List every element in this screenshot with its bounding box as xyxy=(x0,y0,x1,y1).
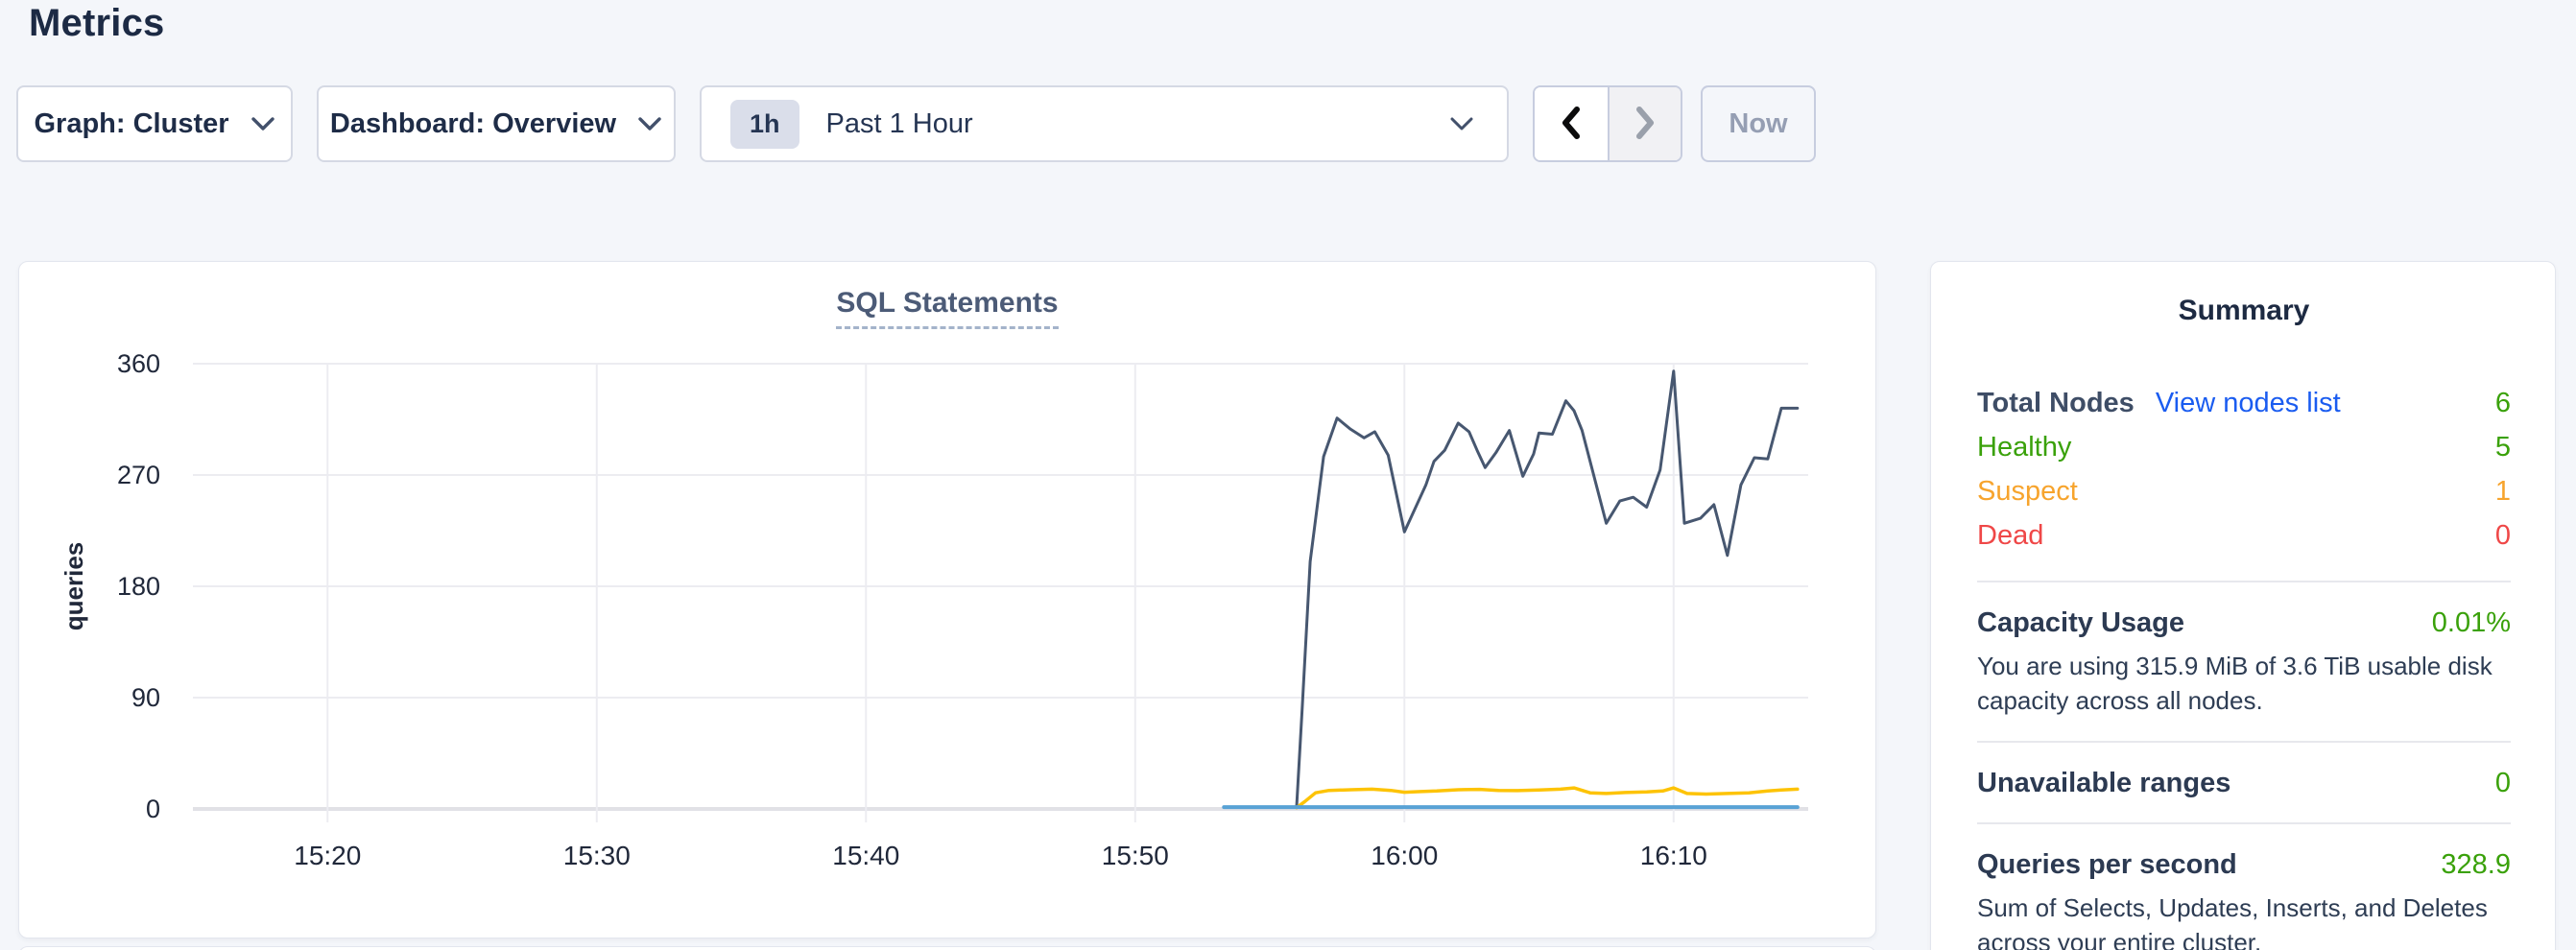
summary-node-row: Suspect 1 xyxy=(1977,469,2511,513)
chart-title[interactable]: SQL Statements xyxy=(836,287,1059,329)
series-yellow-line xyxy=(1295,786,1800,810)
x-tick-label: 15:40 xyxy=(832,841,899,870)
summary-node-row: Dead 0 xyxy=(1977,513,2511,558)
node-row-value: 6 xyxy=(2494,387,2511,418)
dashboard-dropdown-label: Dashboard: Overview xyxy=(329,107,617,139)
graph-dropdown[interactable]: Graph: Cluster xyxy=(16,85,293,162)
now-button[interactable]: Now xyxy=(1701,85,1816,162)
time-prev-button[interactable] xyxy=(1535,87,1608,160)
chart-title-row: SQL Statements xyxy=(19,287,1875,329)
chevron-right-icon xyxy=(1634,106,1657,143)
summary-section-value: 0 xyxy=(2494,768,2511,798)
y-tick-label: 270 xyxy=(117,461,160,489)
time-range-selector[interactable]: 1h Past 1 Hour xyxy=(700,85,1509,162)
summary-title: Summary xyxy=(2178,295,2310,326)
y-tick-label: 90 xyxy=(131,683,160,712)
x-tick-label: 15:20 xyxy=(294,841,361,870)
y-tick-label: 0 xyxy=(146,795,160,823)
dashboard-dropdown[interactable]: Dashboard: Overview xyxy=(317,85,676,162)
page-title: Metrics xyxy=(29,2,165,44)
series-dark-slate-line xyxy=(1295,369,1800,808)
summary-section: Unavailable ranges 0 xyxy=(1977,768,2511,799)
toolbar: Graph: Cluster Dashboard: Overview 1h Pa… xyxy=(0,85,2576,162)
node-row-value: 1 xyxy=(2494,475,2511,507)
summary-sections: Capacity Usage 0.01% You are using 315.9 M… xyxy=(1977,581,2511,950)
y-tick-label: 360 xyxy=(117,349,160,378)
summary-section-description: Sum of Selects, Updates, Inserts, and De… xyxy=(1977,893,2488,950)
time-next-button[interactable] xyxy=(1608,87,1681,160)
x-tick-label: 15:50 xyxy=(1102,841,1169,870)
summary-section-description: You are using 315.9 MiB of 3.6 TiB usabl… xyxy=(1977,652,2493,715)
summary-node-row: Total Nodes View nodes list 6 xyxy=(1977,381,2511,425)
chevron-down-icon xyxy=(637,116,662,131)
next-chart-card-sliver xyxy=(18,946,1876,950)
chevron-down-icon xyxy=(250,116,275,131)
summary-section: Capacity Usage 0.01% You are using 315.9 M… xyxy=(1977,607,2511,718)
x-tick-label: 15:30 xyxy=(563,841,631,870)
chart-canvas[interactable]: 0 90 180 270 360 15:20 15:30 15:40 15:50 16:00 16:… xyxy=(19,262,1877,939)
sql-statements-chart[interactable]: 0 90 180 270 360 15:20 15:30 15:40 15:50 16:00 16:… xyxy=(19,262,1875,938)
summary-panel: Summary Total Nodes View nodes list 6 Healt… xyxy=(1930,261,2556,950)
chevron-down-icon xyxy=(1449,116,1474,131)
x-tick-label: 16:10 xyxy=(1640,841,1707,870)
node-status-rows: Total Nodes View nodes list 6 Healthy 5 Suspe… xyxy=(1977,381,2511,558)
node-row-label: Total Nodes xyxy=(1977,387,2135,418)
graph-dropdown-label: Graph: Cluster xyxy=(34,107,229,139)
node-row-label: Dead xyxy=(1977,519,2044,551)
time-range-label: Past 1 Hour xyxy=(825,107,973,139)
node-row-value: 0 xyxy=(2494,519,2511,551)
summary-divider xyxy=(1977,822,2511,824)
chevron-left-icon xyxy=(1560,106,1583,143)
node-row-label: Suspect xyxy=(1977,475,2078,507)
summary-node-row: Healthy 5 xyxy=(1977,425,2511,469)
summary-section-label: Capacity Usage xyxy=(1977,607,2184,638)
summary-divider xyxy=(1977,741,2511,743)
view-nodes-list-link[interactable]: View nodes list xyxy=(2155,387,2341,418)
summary-section: Queries per second 328.9 Sum of Selects, U… xyxy=(1977,849,2511,950)
y-tick-label: 180 xyxy=(117,572,160,601)
summary-section-value: 0.01% xyxy=(2431,607,2511,638)
x-tick-label: 16:00 xyxy=(1371,841,1438,870)
summary-section-value: 328.9 xyxy=(2441,849,2511,880)
time-step-button-group xyxy=(1533,85,1682,162)
node-row-value: 5 xyxy=(2494,431,2511,463)
y-axis-label: queries xyxy=(60,542,88,631)
node-row-label: Healthy xyxy=(1977,431,2072,463)
summary-section-label: Unavailable ranges xyxy=(1977,768,2231,798)
summary-section-label: Queries per second xyxy=(1977,849,2237,880)
summary-divider xyxy=(1977,581,2511,582)
sql-statements-chart-card: SQL Statements 0 90 180 270 360 15:20 15:30 15:… xyxy=(18,261,1876,938)
time-range-badge: 1h xyxy=(730,99,799,149)
